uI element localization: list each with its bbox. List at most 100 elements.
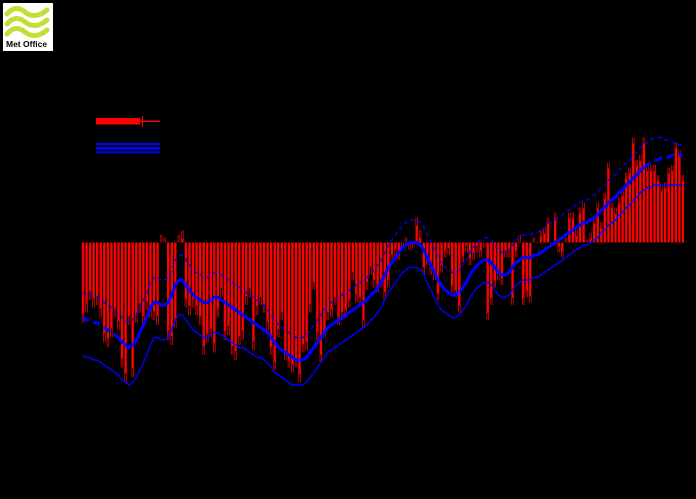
anomaly-bar bbox=[277, 242, 280, 338]
anomaly-bar bbox=[617, 197, 621, 243]
anomaly-bar bbox=[191, 242, 195, 308]
anomaly-bar bbox=[369, 242, 372, 275]
anomaly-bar bbox=[305, 242, 308, 350]
anomaly-bar bbox=[383, 242, 386, 300]
anomaly-bar bbox=[245, 242, 248, 305]
anomaly-bar bbox=[298, 242, 301, 383]
anomaly-bar bbox=[461, 242, 465, 263]
anomaly-bar bbox=[529, 242, 532, 303]
anomaly-bar bbox=[291, 242, 294, 373]
anomaly-bar bbox=[287, 242, 291, 368]
anomaly-bar bbox=[85, 242, 88, 313]
anomaly-bar bbox=[81, 242, 85, 323]
anomaly-bar bbox=[326, 242, 330, 320]
anomaly-bar bbox=[671, 165, 674, 243]
anomaly-bar bbox=[333, 242, 337, 305]
anomaly-bar bbox=[436, 242, 440, 300]
anomaly-bar bbox=[195, 242, 198, 315]
anomaly-bar bbox=[372, 242, 376, 288]
anomaly-bar bbox=[571, 212, 575, 243]
anomaly-bar bbox=[504, 242, 507, 258]
anomaly-bar bbox=[184, 242, 188, 308]
smoothed-lower-ci-line bbox=[82, 184, 683, 386]
anomaly-bar bbox=[99, 242, 102, 318]
anomaly-bar bbox=[124, 242, 127, 383]
anomaly-bar bbox=[209, 242, 212, 338]
anomaly-bar bbox=[458, 242, 461, 313]
met-office-brand-text: Met Office bbox=[6, 39, 48, 49]
anomaly-bar bbox=[259, 242, 262, 305]
anomaly-bar bbox=[440, 242, 443, 273]
anomaly-bar bbox=[319, 242, 323, 363]
smoothed-line bbox=[117, 166, 645, 362]
anomaly-bar bbox=[269, 242, 273, 355]
smoothed-upper-ci-line bbox=[82, 136, 683, 339]
anomaly-bar bbox=[92, 242, 95, 308]
anomaly-bar bbox=[106, 242, 110, 348]
met-office-logo: Met Office bbox=[3, 3, 53, 51]
anomaly-bar bbox=[443, 242, 447, 258]
anomaly-bar bbox=[511, 242, 514, 305]
anomaly-bar bbox=[117, 242, 120, 330]
smoothed-line-end-dashed bbox=[643, 153, 683, 169]
anomaly-bar bbox=[454, 242, 457, 298]
anomaly-bar bbox=[656, 175, 660, 243]
anomaly-bar bbox=[234, 242, 237, 360]
anomaly-bar bbox=[330, 242, 333, 318]
anomaly-bar bbox=[451, 242, 454, 293]
anomaly-bar bbox=[131, 242, 134, 378]
anomaly-bar bbox=[202, 242, 205, 355]
anomaly-bar bbox=[142, 242, 145, 325]
anomaly-bar bbox=[660, 185, 663, 243]
anomaly-bar bbox=[472, 242, 475, 260]
anomaly-bar bbox=[340, 242, 344, 320]
anomaly-bar bbox=[635, 160, 638, 243]
anomaly-bar bbox=[216, 242, 220, 318]
anomaly-bar bbox=[113, 242, 117, 318]
anomaly-bar bbox=[88, 242, 92, 300]
anomaly-bar bbox=[252, 242, 255, 350]
anomaly-bar bbox=[198, 242, 202, 325]
anomaly-bar bbox=[561, 242, 564, 258]
anomaly-bar bbox=[294, 242, 298, 368]
anomaly-bar bbox=[188, 242, 191, 315]
anomaly-bar bbox=[603, 192, 607, 243]
anomaly-bar bbox=[575, 230, 578, 243]
anomaly-bar bbox=[497, 242, 500, 280]
anomaly-bar bbox=[486, 242, 489, 320]
anomaly-bar bbox=[664, 182, 667, 243]
anomaly-bar bbox=[110, 242, 113, 338]
anomaly-bar bbox=[490, 242, 493, 305]
anomaly-bar bbox=[358, 242, 362, 305]
anomaly-bar bbox=[543, 227, 546, 243]
anomaly-bar bbox=[220, 242, 223, 298]
anomaly-bar bbox=[103, 242, 106, 343]
anomaly-bar bbox=[479, 242, 482, 258]
anomaly-bar bbox=[681, 175, 685, 243]
anomaly-bar bbox=[639, 155, 642, 243]
anomaly-bar bbox=[568, 212, 571, 243]
anomaly-bar bbox=[273, 242, 276, 370]
anomaly-bar bbox=[301, 242, 305, 353]
anomaly-bar bbox=[553, 212, 557, 243]
anomaly-bar bbox=[337, 242, 340, 325]
anomaly-bar bbox=[422, 242, 425, 275]
anomaly-bar bbox=[546, 217, 550, 243]
anomaly-bar bbox=[596, 202, 599, 243]
anomaly-bar bbox=[145, 242, 149, 310]
anomaly-bar bbox=[149, 242, 152, 318]
anomaly-bar bbox=[309, 242, 312, 313]
anomaly-bar bbox=[365, 242, 369, 290]
anomaly-bar bbox=[96, 242, 99, 305]
anomaly-bar bbox=[167, 242, 170, 340]
anomaly-bar bbox=[255, 242, 259, 315]
anomaly-bar bbox=[348, 242, 351, 308]
anomaly-bar bbox=[362, 242, 365, 328]
anomaly-bar bbox=[614, 207, 617, 243]
anomaly-bar bbox=[667, 167, 670, 243]
smoothed-line-start-dashed bbox=[82, 316, 120, 339]
anomaly-bar bbox=[248, 242, 252, 298]
anomaly-bar bbox=[284, 242, 287, 360]
